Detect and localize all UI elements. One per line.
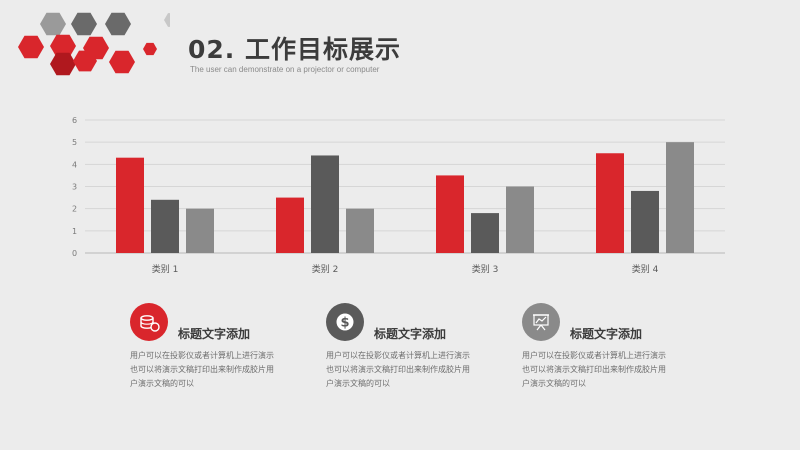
bar bbox=[596, 153, 624, 253]
bar bbox=[186, 208, 214, 253]
hexagon-shape bbox=[109, 50, 135, 74]
y-tick-label: 3 bbox=[72, 183, 77, 192]
presentation-icon-circle bbox=[522, 303, 560, 341]
bar bbox=[631, 190, 659, 253]
hexagon-shape bbox=[105, 12, 131, 36]
card-body: 用户可以在投影仪或者计算机上进行演示也可以将演示文稿打印出来制作成胶片用户演示文… bbox=[326, 351, 470, 388]
bar bbox=[346, 208, 374, 253]
y-tick-label: 4 bbox=[72, 160, 77, 169]
x-tick-label: 类别 3 bbox=[472, 263, 499, 275]
card-body: 用户可以在投影仪或者计算机上进行演示也可以将演示文稿打印出来制作成胶片用户演示文… bbox=[522, 351, 666, 388]
svg-text:$: $ bbox=[340, 316, 349, 331]
y-tick-label: 5 bbox=[72, 138, 77, 147]
hexagon-shape bbox=[143, 42, 157, 56]
card-title: 标题文字添加 bbox=[374, 327, 447, 341]
card-title: 标题文字添加 bbox=[570, 327, 643, 341]
y-tick-label: 1 bbox=[72, 227, 77, 236]
bar bbox=[666, 142, 694, 253]
dollar-icon-circle: $ bbox=[326, 303, 364, 341]
hexagon-shape bbox=[50, 52, 76, 76]
hexagon-shape bbox=[50, 34, 76, 58]
bar bbox=[471, 213, 499, 253]
bar-chart: 0 1 2 3 4 5 6 类别 1 类别 2 类别 3 类别 4 bbox=[72, 116, 725, 275]
bar bbox=[436, 175, 464, 253]
card-body: 用户可以在投影仪或者计算机上进行演示也可以将演示文稿打印出来制作成胶片用户演示文… bbox=[130, 351, 274, 388]
hexagon-shape bbox=[73, 50, 97, 72]
coins-icon bbox=[140, 315, 160, 332]
x-tick-label: 类别 2 bbox=[312, 263, 339, 275]
bar bbox=[151, 199, 179, 253]
bar bbox=[276, 197, 304, 253]
dollar-icon: $ bbox=[336, 313, 354, 331]
y-tick-label: 2 bbox=[72, 205, 77, 214]
bar bbox=[311, 155, 339, 253]
hexagon-shape bbox=[164, 13, 170, 27]
y-tick-label: 6 bbox=[72, 116, 77, 125]
presentation-chart-icon bbox=[533, 314, 549, 331]
x-tick-label: 类别 4 bbox=[632, 263, 659, 275]
bar bbox=[116, 157, 144, 253]
hexagon-shape bbox=[40, 12, 66, 36]
hexagon-decoration bbox=[18, 12, 170, 76]
page-subtitle: The user can demonstrate on a projector … bbox=[190, 65, 380, 74]
card-title: 标题文字添加 bbox=[178, 327, 251, 341]
hexagon-shape bbox=[71, 12, 97, 36]
hexagon-shape bbox=[18, 35, 44, 59]
page-title: 02. 工作目标展示 bbox=[188, 35, 401, 64]
bar bbox=[506, 186, 534, 253]
x-tick-label: 类别 1 bbox=[152, 263, 179, 275]
y-tick-label: 0 bbox=[72, 249, 77, 258]
coins-icon-circle bbox=[130, 303, 168, 341]
